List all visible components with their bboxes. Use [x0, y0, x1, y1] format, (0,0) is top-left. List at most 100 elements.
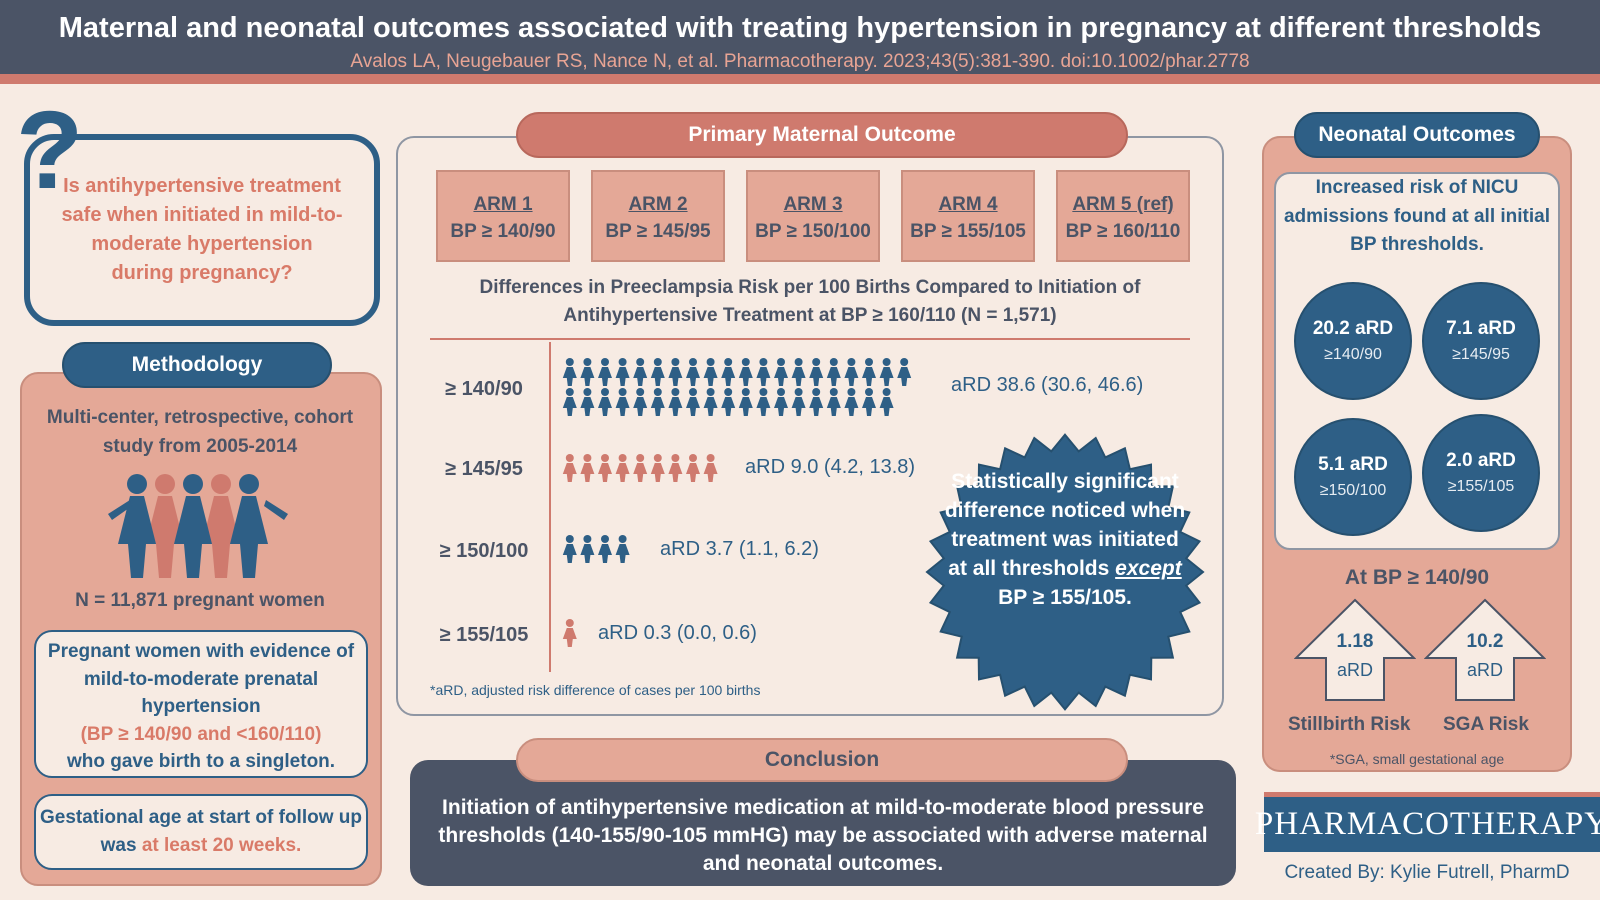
- methodology-title: Methodology: [62, 342, 332, 388]
- woman-icon: [668, 454, 683, 482]
- callout-text: Statistically significant difference not…: [944, 470, 1186, 580]
- woman-icon: [897, 358, 912, 386]
- circle-bp: ≥150/100: [1319, 482, 1387, 499]
- woman-icon: [879, 388, 894, 416]
- woman-icon: [756, 388, 771, 416]
- woman-icon: [809, 388, 824, 416]
- woman-icon-row: [561, 454, 721, 489]
- criteria-bp-range: (BP ≥ 140/90 and <160/110): [80, 723, 322, 745]
- arm-bp: BP ≥ 160/110: [1065, 220, 1181, 242]
- preeclampsia-chart-title: Differences in Preeclampsia Risk per 100…: [479, 277, 1141, 326]
- woman-icon: [686, 388, 700, 416]
- gestational-age-box: Gestational age at start of follow up wa…: [34, 794, 368, 870]
- arm-bp: BP ≥ 150/100: [755, 220, 871, 242]
- sga-value-box: 10.2 aRD: [1424, 628, 1546, 684]
- conclusion-text: Initiation of antihypertensive medicatio…: [438, 795, 1208, 876]
- woman-icon: [738, 388, 753, 416]
- woman-icon: [826, 358, 841, 386]
- woman-icon: [791, 388, 806, 416]
- bp-threshold-label: At BP ≥ 140/90: [1344, 566, 1490, 589]
- starburst-badge: [925, 433, 1205, 711]
- header-banner: Maternal and neonatal outcomes associate…: [0, 0, 1600, 84]
- stillbirth-value-box: 1.18 aRD: [1294, 628, 1416, 684]
- up-arrow-icon: [1424, 598, 1546, 701]
- ard-value: aRD 38.6 (30.6, 46.6): [951, 374, 1144, 396]
- woman-icon: [774, 358, 788, 386]
- question-mark-icon: ?: [16, 89, 84, 212]
- row-label: ≥ 150/100: [439, 540, 529, 562]
- page-title: Maternal and neonatal outcomes associate…: [58, 12, 1542, 44]
- circle-value: 5.1 aRD: [1318, 454, 1388, 475]
- woman-icon: [809, 358, 824, 386]
- woman-icon: [633, 454, 648, 482]
- significance-callout: Statistically significant difference not…: [944, 468, 1186, 613]
- circle-value: 2.0 aRD: [1446, 450, 1516, 471]
- woman-icon: [562, 619, 577, 647]
- arm-box: ARM 5 (ref) BP ≥ 160/110: [1056, 170, 1190, 262]
- gestational-weeks: at least 20 weeks.: [141, 834, 302, 856]
- woman-icon: [633, 388, 648, 416]
- neonatal-title: Neonatal Outcomes: [1294, 112, 1540, 158]
- woman-icon: [686, 358, 700, 386]
- nicu-circle: 7.1 aRD ≥145/95: [1422, 282, 1540, 400]
- stillbirth-value: 1.18: [1336, 631, 1374, 652]
- journal-logo: PHARMACOTHERAPY: [1255, 792, 1600, 852]
- ard-footnote: *aRD, adjusted risk difference of cases …: [430, 682, 761, 698]
- author-credit: Created By: Kylie Futrell, PharmD: [1284, 862, 1570, 883]
- chart-axis: [549, 342, 551, 672]
- woman-icon: [650, 454, 665, 482]
- woman-icon: [668, 388, 683, 416]
- woman-icon: [703, 388, 718, 416]
- row-label: ≥ 155/105: [439, 624, 529, 646]
- woman-icon: [791, 358, 806, 386]
- woman-icon: [598, 358, 612, 386]
- primary-outcome-title: Primary Maternal Outcome: [516, 112, 1128, 158]
- circle-bp: ≥140/90: [1324, 346, 1382, 363]
- woman-icon: [703, 358, 718, 386]
- woman-icon: [650, 388, 665, 416]
- nicu-circle: 20.2 aRD ≥140/90: [1294, 282, 1412, 400]
- woman-pictogram: [562, 454, 718, 482]
- arm-title: ARM 3: [783, 194, 843, 215]
- up-arrow-icon: [1294, 598, 1416, 701]
- conclusion-title: Conclusion: [516, 738, 1128, 782]
- woman-pictogram: [562, 619, 577, 647]
- woman-icon: [721, 358, 736, 386]
- arm-title: ARM 1: [473, 194, 533, 215]
- woman-icon: [580, 358, 595, 386]
- arm-box: ARM 1 BP ≥ 140/90: [436, 170, 570, 262]
- woman-icon: [598, 388, 612, 416]
- row-label: ≥ 145/95: [445, 458, 523, 480]
- woman-icon: [615, 535, 630, 563]
- sga-label: SGA Risk: [1443, 714, 1529, 735]
- woman-icon: [562, 358, 577, 386]
- woman-icon: [703, 454, 718, 482]
- woman-icon: [826, 388, 841, 416]
- woman-icon: [862, 388, 876, 416]
- circle-bp: ≥155/105: [1447, 478, 1515, 495]
- gestational-text: Gestational age at start of follow up wa…: [40, 807, 362, 856]
- arm-bp: BP ≥ 155/105: [910, 220, 1026, 242]
- woman-icon: [756, 358, 771, 386]
- woman-icon: [580, 454, 595, 482]
- arm-title: ARM 4: [938, 194, 998, 215]
- sga-value: 10.2: [1466, 631, 1504, 652]
- woman-icon-row: [561, 358, 915, 423]
- women-group-icon: [108, 474, 288, 578]
- chart-divider: [430, 338, 1190, 340]
- sga-footnote: *SGA, small gestational age: [1329, 751, 1505, 767]
- callout-except: except: [1115, 556, 1182, 580]
- stillbirth-label: Stillbirth Risk: [1288, 714, 1411, 735]
- circle-value: 20.2 aRD: [1312, 318, 1394, 339]
- callout-bp: BP ≥ 155/105.: [998, 585, 1132, 609]
- sga-unit: aRD: [1466, 659, 1503, 680]
- woman-icon-row: [561, 535, 633, 570]
- woman-icon: [721, 388, 736, 416]
- criteria-text-2: who gave birth to a singleton.: [66, 751, 336, 773]
- inclusion-criteria-box: Pregnant women with evidence of mild-to-…: [34, 630, 368, 778]
- woman-icon: [738, 358, 753, 386]
- woman-icon: [774, 388, 788, 416]
- woman-pictogram: [562, 535, 630, 563]
- question-text: Is antihypertensive treatment safe when …: [61, 175, 343, 284]
- woman-icon: [844, 388, 859, 416]
